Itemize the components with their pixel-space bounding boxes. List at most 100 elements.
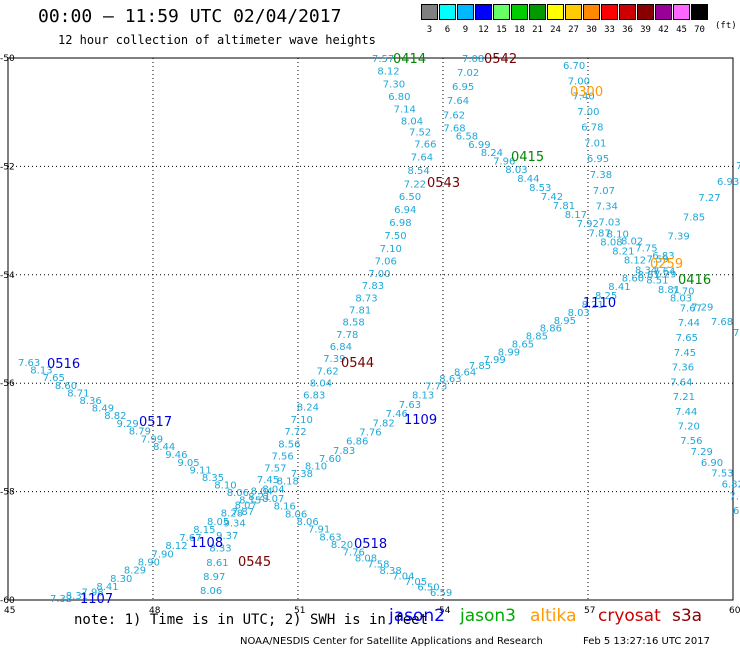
pass-time-label: 1109 bbox=[404, 413, 437, 428]
wave-height-value: 6.80 bbox=[388, 92, 410, 103]
pass-time-label: 0518 bbox=[354, 537, 387, 552]
wave-height-value: 7.32 bbox=[50, 594, 72, 605]
wave-height-value: 8.73 bbox=[355, 293, 377, 304]
wave-height-value: 8.97 bbox=[203, 572, 225, 583]
pass-time-label: 0415 bbox=[511, 150, 544, 165]
wave-height-value: 8.56 bbox=[278, 440, 300, 451]
wave-height-value: 7.63 bbox=[399, 400, 421, 411]
satellite-label-jason3: jason3 bbox=[460, 606, 516, 626]
legend-swatch bbox=[421, 4, 438, 20]
wave-height-value: 7.76 bbox=[359, 428, 381, 439]
legend-swatch bbox=[655, 4, 672, 20]
wave-height-value: 7.00 bbox=[368, 269, 390, 280]
legend-swatch bbox=[511, 4, 528, 20]
wave-height-value: 8.79 bbox=[129, 427, 151, 438]
credit-text: NOAA/NESDIS Center for Satellite Applica… bbox=[240, 636, 543, 647]
wave-height-value: 8.18 bbox=[277, 477, 299, 488]
wave-height-value: 7.06 bbox=[375, 257, 397, 268]
wave-height-value: 7.70 bbox=[672, 286, 694, 297]
wave-height-value: 8.34 bbox=[635, 266, 657, 277]
legend-swatch bbox=[493, 4, 510, 20]
wave-height-value: 7.58 bbox=[367, 560, 389, 571]
pass-time-label: 0259 bbox=[650, 257, 683, 272]
wave-height-value: 7.14 bbox=[394, 105, 416, 116]
wave-height-value: 7.30 bbox=[383, 79, 405, 90]
wave-height-value: 7.42 bbox=[541, 192, 563, 203]
wave-height-value: 8.65 bbox=[512, 340, 534, 351]
wave-height-value: 6.50 bbox=[417, 582, 439, 593]
wave-height-value: 7.73 bbox=[425, 381, 447, 392]
wave-height-value: 8.81 bbox=[638, 270, 660, 281]
wave-height-value: 6.50 bbox=[399, 192, 421, 203]
wave-height-value: 8.15 bbox=[193, 525, 215, 536]
wave-height-value: 8.06 bbox=[227, 488, 249, 499]
legend-label: 33 bbox=[604, 25, 615, 35]
wave-height-value: 6.95 bbox=[587, 154, 609, 165]
wave-height-value: 8.60 bbox=[55, 381, 77, 392]
wave-height-value: 8.63 bbox=[439, 374, 461, 385]
lat-tick-label: -56 bbox=[0, 379, 15, 389]
wave-height-value: 8.02 bbox=[621, 237, 643, 248]
wave-height-value: 7.72 bbox=[284, 427, 306, 438]
wave-height-value: 6.82 bbox=[722, 479, 740, 490]
wave-height-value: 8.10 bbox=[607, 229, 629, 240]
wave-height-value: 8.81 bbox=[658, 285, 680, 296]
wave-height-value: 8.86 bbox=[540, 324, 562, 335]
wave-height-value: 7.76 bbox=[343, 547, 365, 558]
map-frame bbox=[7, 57, 734, 601]
wave-height-value: 8.13 bbox=[30, 366, 52, 377]
wave-height-value: 7.60 bbox=[319, 454, 341, 465]
wave-height-value: 7.68 bbox=[443, 123, 465, 134]
wave-height-value: 8.04 bbox=[401, 116, 423, 127]
wave-height-value: 8.15 bbox=[239, 496, 261, 507]
pass-time-label: 0300 bbox=[570, 85, 603, 100]
lat-tick-label: -52 bbox=[0, 162, 15, 172]
wave-height-value: 8.41 bbox=[96, 582, 118, 593]
wave-height-value: 6.95 bbox=[452, 82, 474, 93]
wave-height-value: 7.96 bbox=[493, 156, 515, 167]
wave-height-value: 8.36 bbox=[80, 396, 102, 407]
wave-height-value: 7.99 bbox=[484, 355, 506, 366]
wave-height-value: 6.3 bbox=[733, 506, 740, 517]
wave-height-value: 8.10 bbox=[214, 481, 236, 492]
wave-height-value: 7.65 bbox=[43, 373, 65, 384]
wave-height-value: 8.60 bbox=[622, 274, 644, 285]
lon-tick-label: 57 bbox=[584, 606, 595, 616]
lon-tick-label: 45 bbox=[4, 606, 15, 616]
wave-height-value: 7.64 bbox=[670, 377, 692, 388]
wave-height-value: 8.29 bbox=[124, 566, 146, 577]
wave-height-value: 8.24 bbox=[297, 403, 319, 414]
wave-height-value: 6.86 bbox=[346, 437, 368, 448]
wave-height-value: 7.52 bbox=[409, 128, 431, 139]
legend-label: 30 bbox=[586, 25, 597, 35]
wave-height-value: 7.38 bbox=[291, 469, 313, 480]
legend-label: 9 bbox=[462, 25, 469, 35]
wave-height-value: 8.24 bbox=[481, 148, 503, 159]
wave-height-value: 7.64 bbox=[411, 153, 433, 164]
pass-time-label: 0545 bbox=[238, 555, 271, 570]
wave-height-value: 8.28 bbox=[221, 509, 243, 520]
wave-height-value: 7.45 bbox=[257, 475, 279, 486]
lat-tick-label: -60 bbox=[0, 596, 15, 606]
wave-height-value: 8.95 bbox=[554, 316, 576, 327]
legend-label: 27 bbox=[568, 25, 579, 35]
pass-time-label: 1108 bbox=[190, 536, 223, 551]
wave-height-value: 7.44 bbox=[678, 318, 700, 329]
satellite-label-altika: altika bbox=[530, 606, 577, 626]
wave-height-value: 7.02 bbox=[457, 68, 479, 79]
legend-swatch bbox=[475, 4, 492, 20]
wave-height-value: 7.90 bbox=[152, 549, 174, 560]
wave-height-value: 8.41 bbox=[608, 282, 630, 293]
footer-note: note: 1) Time is in UTC; 2) SWH is in fe… bbox=[74, 612, 429, 628]
wave-height-value: 6.70 bbox=[563, 61, 585, 72]
wave-height-value: 7.62 bbox=[317, 366, 339, 377]
legend-swatch bbox=[673, 4, 690, 20]
wave-height-value: 8.12 bbox=[624, 256, 646, 267]
legend-swatch bbox=[529, 4, 546, 20]
legend-label: 3 bbox=[426, 25, 433, 35]
legend-label: 42 bbox=[658, 25, 669, 35]
wave-height-value: 6.84 bbox=[330, 342, 352, 353]
lon-tick-label: 48 bbox=[149, 606, 161, 616]
legend-label: 12 bbox=[478, 25, 489, 35]
